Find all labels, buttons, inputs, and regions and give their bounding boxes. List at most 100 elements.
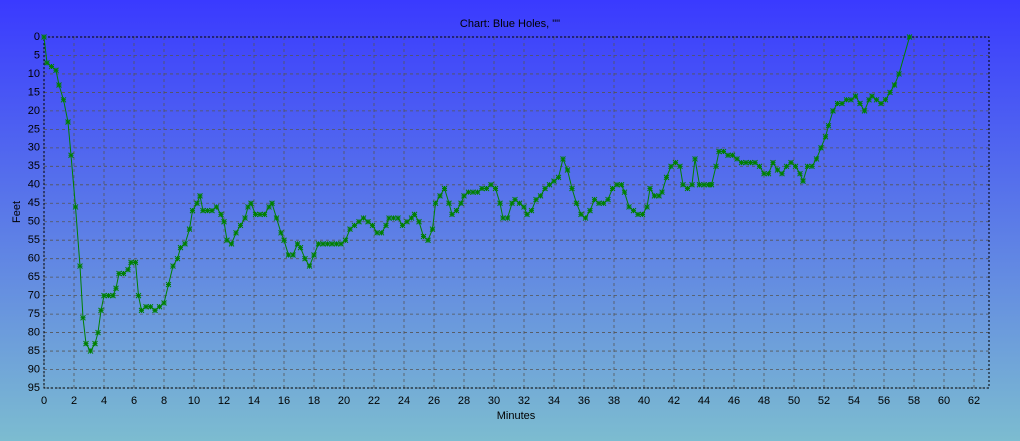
data-point <box>521 204 527 210</box>
data-point <box>432 200 439 207</box>
y-tick-label: 80 <box>28 326 40 338</box>
data-point <box>116 270 122 277</box>
data-point <box>716 148 722 155</box>
data-point <box>266 204 272 210</box>
data-point <box>680 181 686 188</box>
data-point <box>564 167 571 173</box>
data-point <box>458 200 464 207</box>
data-point <box>647 185 653 192</box>
data-point <box>351 222 358 229</box>
x-tick-label: 8 <box>161 395 167 407</box>
data-point <box>663 174 670 181</box>
data-point <box>512 196 518 203</box>
data-point <box>605 196 611 203</box>
data-point <box>668 163 674 170</box>
data-point <box>174 255 181 262</box>
data-point <box>147 303 154 310</box>
data-point <box>720 148 727 155</box>
data-point <box>834 100 841 107</box>
data-point <box>60 96 67 103</box>
data-point <box>651 193 658 199</box>
data-point <box>347 226 353 232</box>
data-point <box>509 200 515 207</box>
data-point <box>659 189 665 196</box>
y-tick-label: 30 <box>28 142 40 154</box>
data-point <box>696 181 703 188</box>
data-point <box>809 163 815 170</box>
data-point <box>551 178 557 184</box>
x-tick-label: 50 <box>788 395 800 407</box>
y-tick-label: 5 <box>34 49 40 61</box>
data-point <box>420 233 427 240</box>
data-point <box>752 159 758 166</box>
x-tick-label: 30 <box>488 395 500 407</box>
data-point <box>843 96 850 103</box>
data-point <box>621 189 628 196</box>
data-point <box>356 218 362 225</box>
data-point <box>516 200 523 207</box>
data-point <box>560 156 566 162</box>
data-point <box>869 93 875 99</box>
y-tick-label: 40 <box>28 179 40 191</box>
data-point <box>830 108 836 114</box>
data-point <box>713 163 719 170</box>
data-point <box>92 340 98 347</box>
data-point <box>297 244 304 251</box>
data-point <box>596 200 602 207</box>
data-point <box>635 211 641 218</box>
data-point <box>818 144 824 151</box>
data-point <box>861 108 868 114</box>
data-point <box>677 163 683 170</box>
data-point <box>743 159 749 166</box>
y-tick-label: 95 <box>28 382 40 394</box>
data-point <box>692 156 698 162</box>
x-tick-label: 54 <box>848 395 860 407</box>
data-point <box>125 266 131 273</box>
data-point <box>504 215 511 221</box>
data-point <box>342 237 349 244</box>
data-point <box>315 241 322 247</box>
data-point <box>839 100 845 107</box>
data-point <box>132 259 139 266</box>
data-point <box>399 222 406 229</box>
data-point <box>800 178 806 184</box>
data-point <box>311 252 317 258</box>
data-point <box>774 167 781 173</box>
data-point <box>609 185 616 192</box>
data-point <box>483 185 490 192</box>
data-point <box>197 193 203 199</box>
data-point <box>783 163 790 170</box>
data-point <box>290 252 296 258</box>
data-point <box>788 159 794 166</box>
data-point <box>797 170 803 177</box>
x-tick-label: 56 <box>878 395 890 407</box>
data-point <box>281 237 287 244</box>
x-tick-label: 20 <box>338 395 350 407</box>
y-tick-label: 35 <box>28 160 40 172</box>
data-point <box>656 193 662 199</box>
data-point <box>228 241 235 247</box>
data-point <box>684 185 691 192</box>
data-point <box>77 263 83 269</box>
data-point <box>639 211 646 218</box>
data-point <box>465 189 472 196</box>
data-point <box>161 300 167 306</box>
data-point <box>411 211 418 218</box>
data-point <box>213 204 220 210</box>
x-tick-label: 32 <box>518 395 530 407</box>
x-tick-label: 2 <box>71 395 77 407</box>
data-point <box>224 237 230 244</box>
data-point <box>68 152 74 159</box>
data-point <box>302 255 308 262</box>
data-point <box>689 181 695 188</box>
y-tick-label: 45 <box>28 197 40 209</box>
data-point <box>618 181 625 188</box>
data-point <box>600 200 607 207</box>
data-point <box>453 207 460 214</box>
data-point <box>578 211 584 218</box>
data-point <box>165 281 172 288</box>
data-point <box>825 122 832 129</box>
y-tick-label: 70 <box>28 290 40 302</box>
data-point <box>189 207 196 214</box>
